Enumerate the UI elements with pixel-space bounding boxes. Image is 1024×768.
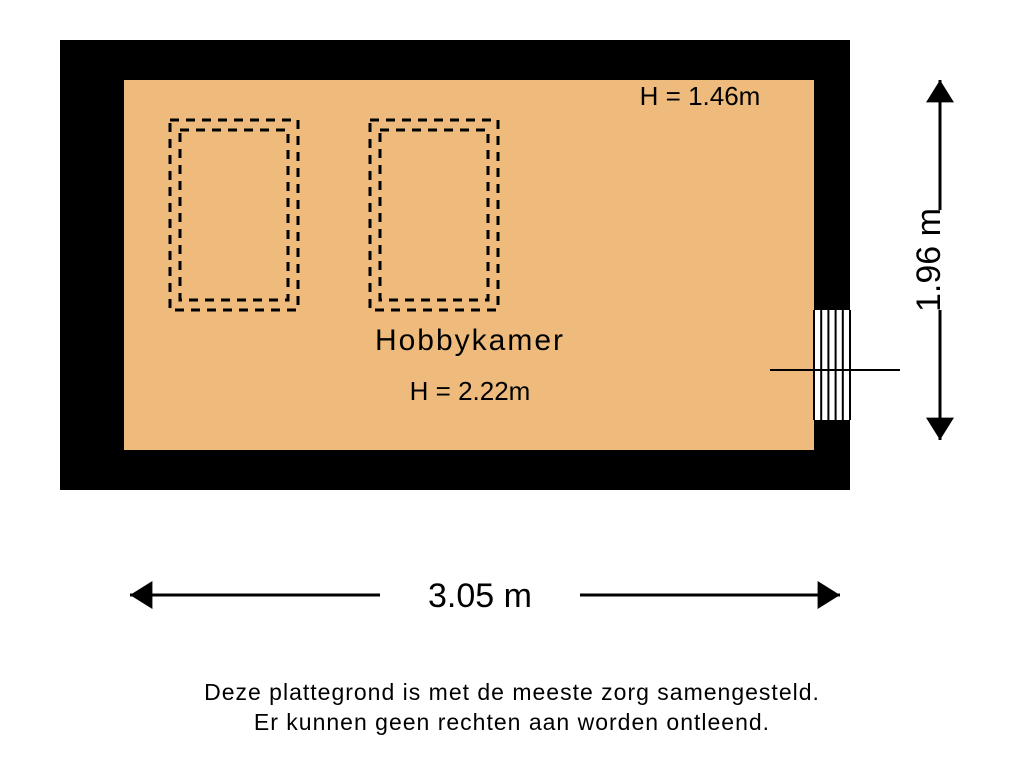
room-height-main-label: H = 2.22m [410, 376, 531, 406]
caption-line-1: Deze plattegrond is met de meeste zorg s… [204, 679, 820, 705]
floorplan-svg: Hobbykamer H = 2.22m H = 1.46m 3.05 m 1.96 m… [0, 0, 1024, 768]
caption-line-2: Er kunnen geen rechten aan worden ontlee… [254, 709, 770, 735]
dim-v-label: 1.96 m [910, 208, 948, 312]
room-height-top-label: H = 1.46m [640, 81, 761, 111]
room-name-label: Hobbykamer [375, 324, 565, 357]
dim-h-label: 3.05 m [428, 577, 532, 615]
door-opening [814, 310, 850, 420]
